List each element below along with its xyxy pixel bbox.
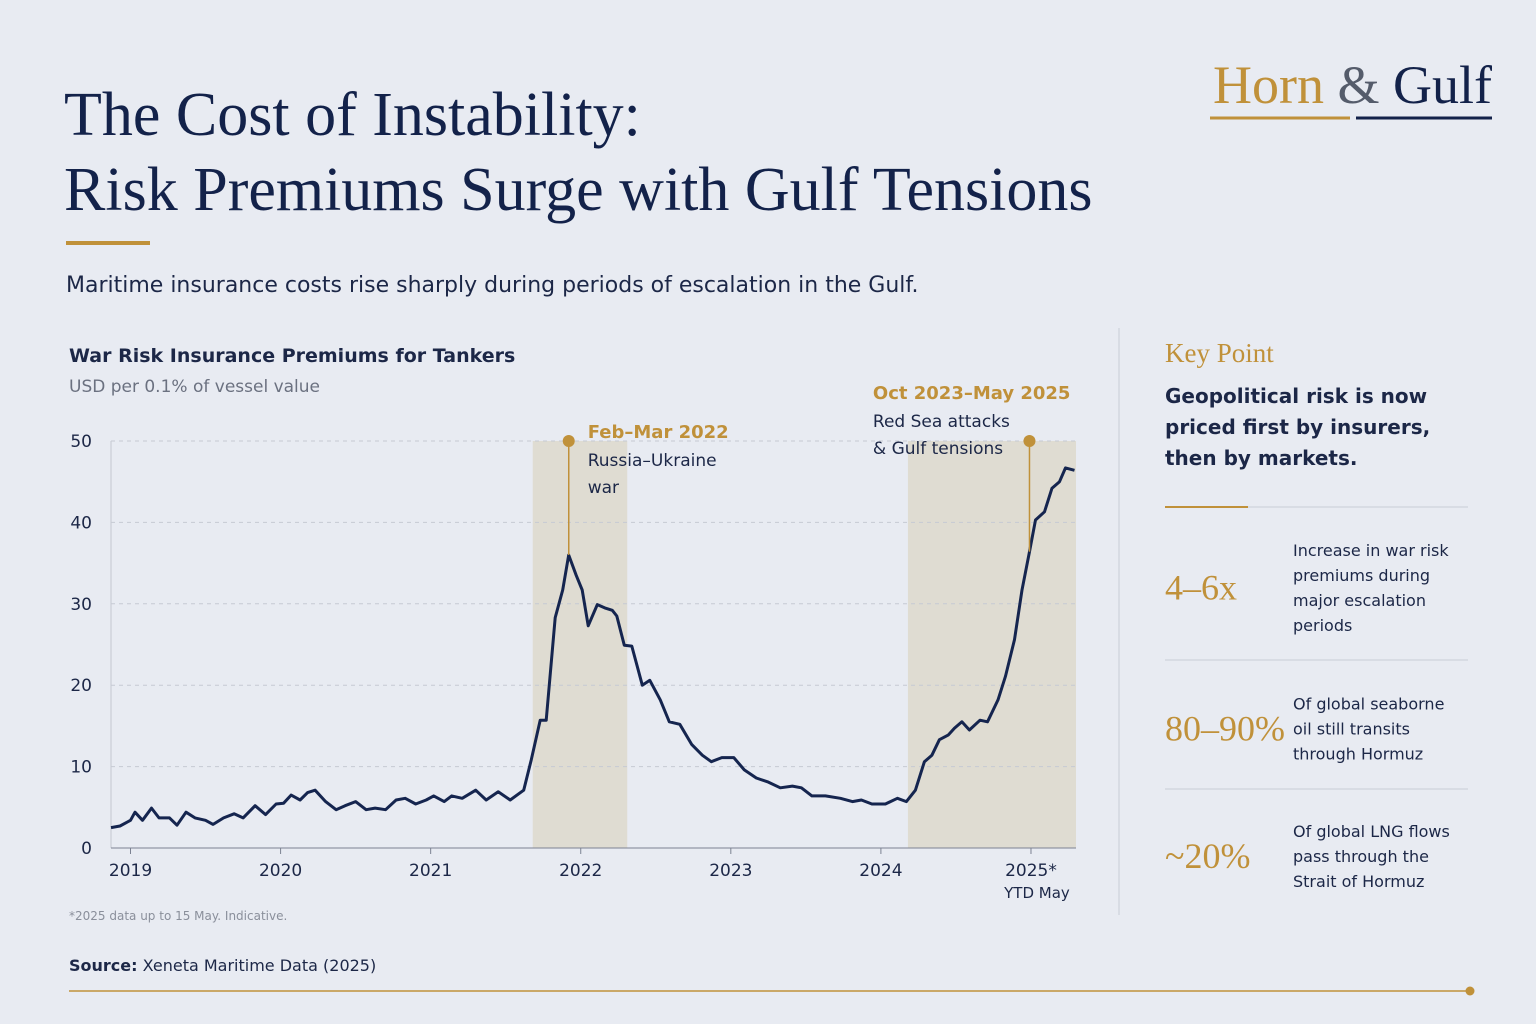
stat-value: ~20% xyxy=(1165,836,1250,876)
chart-title: War Risk Insurance Premiums for Tankers xyxy=(69,345,515,367)
highlight-band xyxy=(532,441,628,848)
key-statement: then by markets. xyxy=(1165,446,1357,470)
data-line xyxy=(110,466,1075,830)
stat-text: Strait of Hormuz xyxy=(1293,872,1424,891)
annotation-label: Oct 2023–May 2025 xyxy=(873,383,1071,404)
stat-text: premiums during xyxy=(1293,566,1430,585)
brand-first: Horn xyxy=(1213,55,1324,115)
source: Source: Xeneta Maritime Data (2025) xyxy=(69,956,376,975)
chart: 0 10 20 30 40 50 2019 2020 2021 2022 2023 2024 2025*… xyxy=(70,383,1076,902)
y-tick-label: 0 xyxy=(81,839,92,859)
annotation-text: & Gulf tensions xyxy=(873,439,1003,459)
brand-amp: & xyxy=(1338,55,1380,115)
x-tick-label: 2021 xyxy=(409,861,452,881)
x-tick-label: 2020 xyxy=(259,861,302,881)
stat-text: Of global seaborne xyxy=(1293,695,1444,714)
y-tick-label: 20 xyxy=(70,676,92,696)
x-tick-label: 2023 xyxy=(709,861,752,881)
brand-logo: Horn & Gulf xyxy=(1213,55,1492,115)
subtitle: Maritime insurance costs rise sharply du… xyxy=(66,273,919,298)
stat-text: major escalation xyxy=(1293,591,1426,610)
annotation-text: Red Sea attacks xyxy=(873,412,1010,432)
source-label: Source: xyxy=(69,956,138,975)
y-tick-label: 40 xyxy=(70,513,92,533)
x-tick-label: 2024 xyxy=(859,861,902,881)
brand-second: Gulf xyxy=(1393,55,1492,115)
y-tick-label: 30 xyxy=(70,595,92,615)
key-statement: priced first by insurers, xyxy=(1165,415,1430,439)
title: The Cost of Instability: xyxy=(64,81,641,149)
annotation-marker xyxy=(562,435,575,447)
x-tick-label: 2022 xyxy=(559,861,602,881)
annotation-text: Russia–Ukraine xyxy=(588,451,717,471)
stat-text: pass through the xyxy=(1293,847,1429,866)
stat-text: Of global LNG flows xyxy=(1293,822,1450,841)
stat-text: Increase in war risk xyxy=(1293,541,1449,560)
y-tick-label: 10 xyxy=(70,758,92,778)
stat-text: through Hormuz xyxy=(1293,745,1423,764)
stat-text: oil still transits xyxy=(1293,720,1410,739)
annotation-label: Feb–Mar 2022 xyxy=(588,422,729,443)
x-tick-note: YTD May xyxy=(1003,884,1070,902)
source-text: Xeneta Maritime Data (2025) xyxy=(143,956,377,975)
annotation-marker xyxy=(1023,435,1036,447)
footer-dot xyxy=(1465,986,1475,996)
chart-subtitle: USD per 0.1% of vessel value xyxy=(69,377,320,397)
key-statement: Geopolitical risk is now xyxy=(1165,384,1427,408)
key-point-heading: Key Point xyxy=(1165,338,1274,368)
annotation-text: war xyxy=(588,478,619,498)
y-tick-label: 50 xyxy=(70,432,92,452)
x-tick-label: 2025* xyxy=(1005,861,1057,881)
highlight-band xyxy=(907,441,1076,848)
key-point-panel: Geopolitical risk is now priced first by … xyxy=(1165,384,1468,891)
stat-value: 4–6x xyxy=(1165,568,1237,608)
chart-note: *2025 data up to 15 May. Indicative. xyxy=(69,909,287,923)
x-tick-label: 2019 xyxy=(109,861,152,881)
stat-value: 80–90% xyxy=(1165,709,1285,749)
stat-text: periods xyxy=(1293,616,1352,635)
title: Risk Premiums Surge with Gulf Tensions xyxy=(64,156,1092,224)
